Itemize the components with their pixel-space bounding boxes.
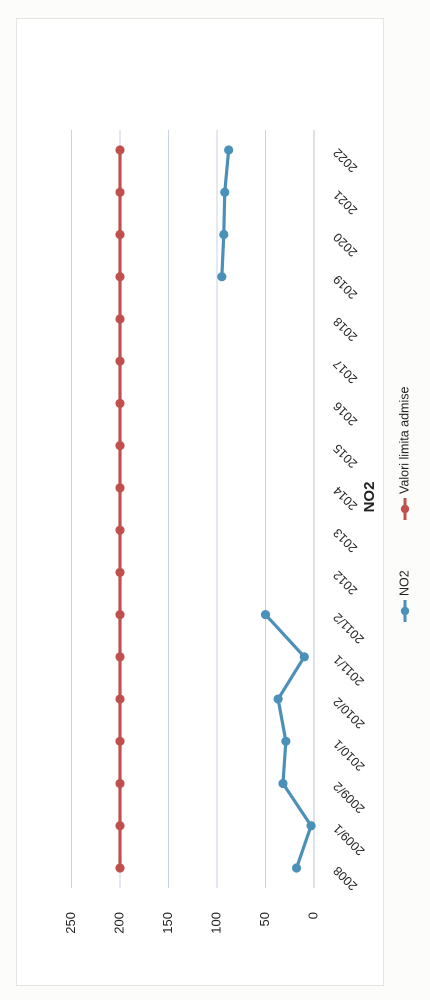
y-tick-label: 150 [160, 912, 175, 934]
x-tick-label: 2018 [331, 314, 361, 344]
x-tick-label: 2022 [331, 146, 361, 176]
x-tick-label: 2008 [331, 864, 361, 894]
x-tick-label: 2015 [331, 441, 361, 471]
limit-point [115, 694, 125, 704]
limit-point [115, 736, 125, 746]
x-tick-label: 2014 [331, 483, 361, 513]
limit-point [115, 314, 125, 324]
limit-point [115, 652, 125, 662]
no2-point [306, 821, 316, 831]
x-tick-label: 2011/2 [331, 610, 367, 646]
legend-no2-label: NO2 [397, 570, 411, 596]
x-tick-label: 2012 [331, 568, 361, 598]
limit-point [115, 567, 125, 577]
x-tick-label: 2010/2 [331, 695, 368, 732]
x-tick-label: 2011/1 [331, 652, 367, 688]
x-tick-label: 2016 [331, 399, 361, 429]
no2-series-line [220, 149, 231, 277]
limit-point [115, 272, 125, 282]
x-tick-label: 2020 [331, 230, 361, 260]
y-tick-label: 100 [208, 912, 223, 934]
no2-point [219, 229, 229, 240]
legend-no2-marker [400, 606, 410, 616]
limit-point [115, 229, 125, 240]
no2-point [273, 694, 283, 704]
limit-point [115, 609, 125, 620]
no2-point [217, 272, 227, 282]
limit-point [115, 778, 125, 789]
limit-point [115, 356, 125, 366]
chart-frame [16, 18, 384, 986]
no2-point [291, 863, 302, 873]
limit-point [115, 441, 125, 451]
y-tick-label: 200 [111, 912, 126, 934]
x-tick-label: 2013 [331, 526, 361, 556]
limit-point [115, 483, 125, 493]
limit-point [115, 821, 125, 831]
no2-point [299, 652, 309, 662]
limit-point [115, 187, 125, 197]
x-tick-label: 2019 [331, 272, 361, 302]
x-tick-label: 2017 [331, 357, 361, 387]
limit-point [115, 398, 125, 409]
y-tick-label: 50 [257, 912, 272, 926]
limit-point [115, 145, 125, 155]
no2-point [260, 609, 271, 620]
chart-title: NO2 [361, 482, 378, 513]
y-tick-label: 250 [63, 912, 78, 934]
no2-point [224, 145, 234, 155]
no2-point [281, 736, 291, 746]
x-tick-label: 2021 [331, 188, 361, 218]
limit-point [115, 525, 125, 535]
legend-limit-marker [400, 504, 410, 514]
x-tick-label: 2010/1 [331, 737, 368, 774]
x-tick-label: 2009/2 [331, 779, 368, 816]
no2-point [278, 778, 288, 789]
limit-point [115, 863, 125, 873]
y-tick-label: 0 [305, 912, 320, 919]
legend-limit-label: Valori limita admise [397, 387, 411, 494]
no2-point [220, 187, 230, 197]
x-tick-label: 2009/1 [331, 821, 368, 858]
